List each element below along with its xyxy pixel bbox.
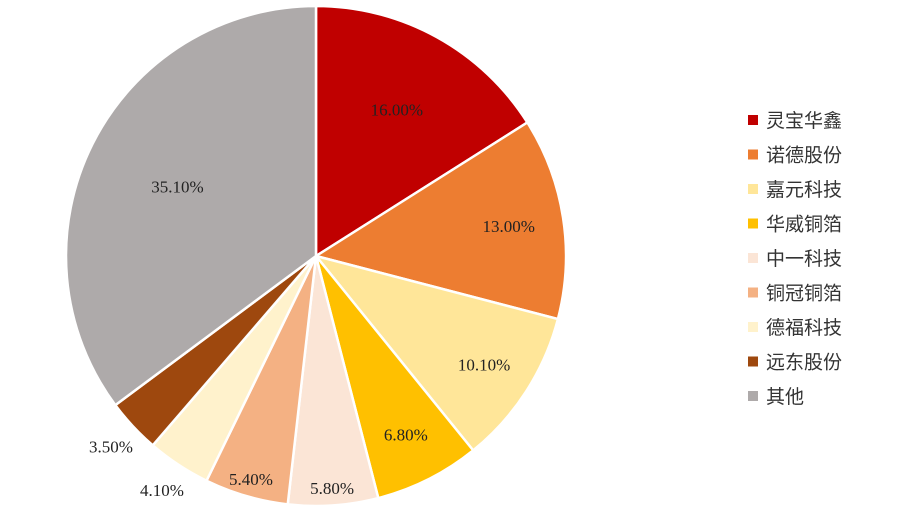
legend-label: 铜冠铜箔 [766, 283, 842, 305]
legend-item: 中一科技 [748, 248, 842, 270]
data-label: 10.10% [458, 355, 510, 374]
data-label: 4.10% [140, 481, 184, 500]
pie-slice [314, 255, 475, 500]
legend-label: 华威铜箔 [766, 214, 842, 236]
legend-swatch [748, 218, 758, 229]
legend-item: 嘉元科技 [748, 179, 842, 201]
data-label: 16.00% [371, 100, 423, 119]
legend-item: 远东股份 [748, 352, 842, 374]
legend-label: 其他 [766, 386, 804, 408]
legend-item: 其他 [748, 386, 804, 408]
legend-swatch [748, 391, 758, 401]
pie-slice [312, 120, 568, 321]
legend-label: 嘉元科技 [766, 179, 842, 201]
legend-swatch [748, 287, 758, 298]
legend-label: 诺德股份 [766, 145, 842, 167]
legend-swatch [748, 356, 758, 367]
data-label: 5.40% [229, 470, 273, 489]
pie-slice [64, 4, 318, 407]
pie-slice [314, 4, 530, 259]
legend-item: 华威铜箔 [748, 214, 842, 236]
data-label: 13.00% [482, 217, 534, 236]
legend-item: 诺德股份 [748, 145, 842, 167]
legend-label: 灵宝华鑫 [766, 110, 842, 132]
legend-item: 灵宝华鑫 [748, 110, 842, 132]
legend-swatch [748, 184, 758, 194]
data-label: 3.50% [89, 438, 133, 457]
data-label: 6.80% [384, 426, 428, 445]
pie-data-labels: 16.00% 13.00% 10.10% 6.80% 5.80% 5.40% 4.10% 3.… [89, 100, 535, 500]
legend-label: 中一科技 [766, 248, 842, 270]
legend-swatch [748, 115, 758, 125]
data-label: 5.80% [310, 479, 354, 498]
legend-item: 铜冠铜箔 [748, 283, 842, 305]
pie-slices [64, 4, 568, 508]
pie-slice [312, 253, 560, 453]
legend-label: 远东股份 [766, 352, 842, 374]
legend-swatch [748, 322, 758, 332]
legend-label: 德福科技 [766, 317, 842, 339]
data-label: 35.10% [151, 177, 203, 196]
legend-swatch [748, 149, 758, 160]
legend-swatch [748, 253, 758, 263]
legend-item: 德福科技 [748, 317, 842, 339]
